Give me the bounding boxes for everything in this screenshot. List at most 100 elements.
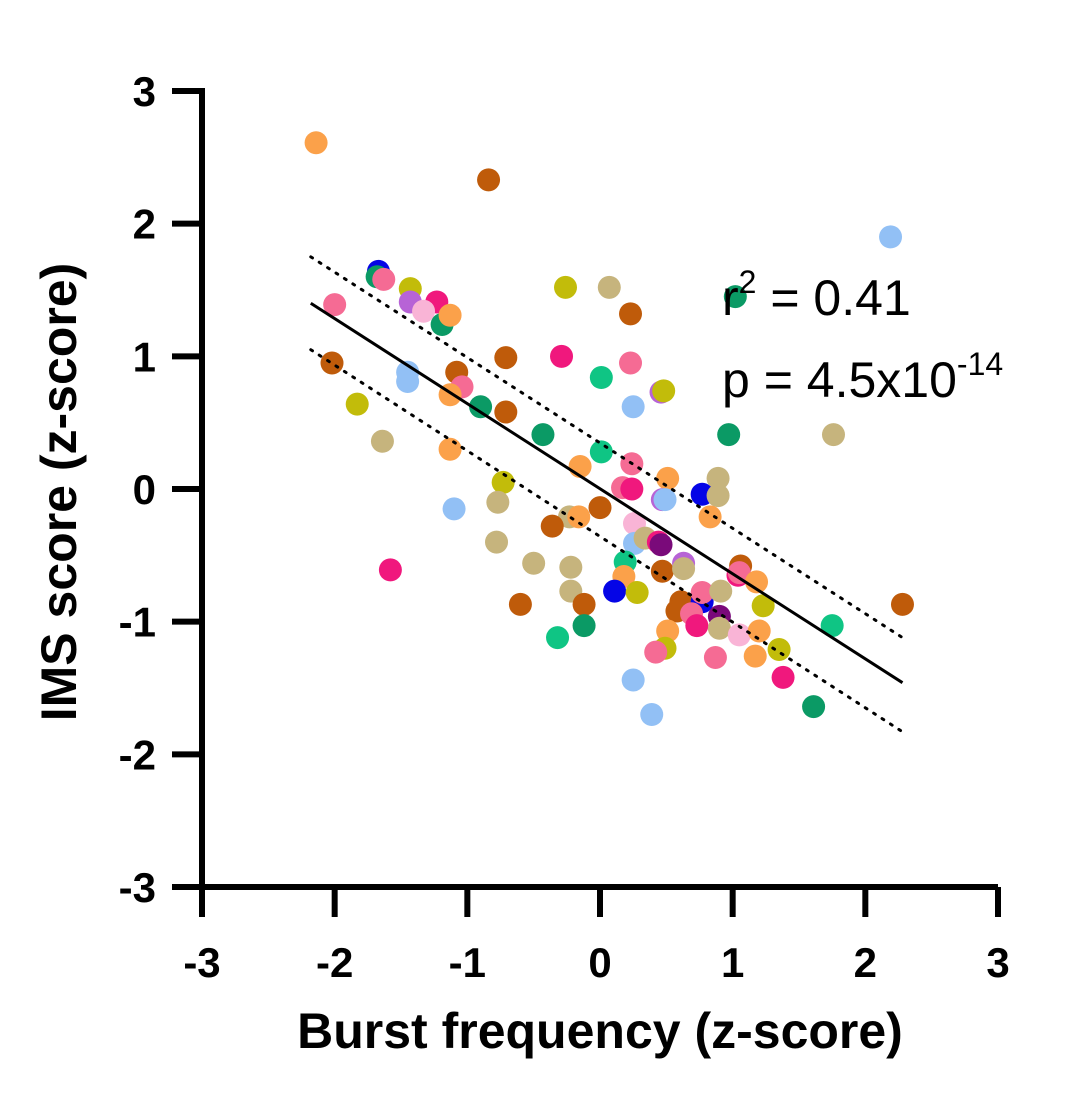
data-point: [619, 351, 643, 375]
data-point: [820, 614, 844, 638]
ci-lower-line: [309, 348, 904, 734]
data-point: [747, 619, 771, 643]
data-point: [672, 557, 696, 581]
data-point: [320, 351, 344, 375]
data-point: [494, 400, 518, 424]
data-point: [438, 437, 462, 461]
data-point: [706, 466, 730, 490]
p-exponent: -14: [957, 346, 1003, 382]
data-point: [370, 429, 394, 453]
x-tick-label: 1: [721, 939, 744, 986]
data-point: [771, 665, 795, 689]
x-tick-label: -1: [449, 939, 486, 986]
data-point: [649, 533, 673, 557]
data-point: [653, 488, 677, 512]
axis-ticks: -3 -2 -1 0 1 2 3 3 2 1 0 -1 -2 -3: [119, 68, 1010, 986]
data-point: [767, 638, 791, 662]
data-point: [522, 551, 546, 575]
data-point: [531, 423, 555, 447]
data-point: [706, 484, 730, 508]
data-point: [717, 423, 741, 447]
y-tick-label: 0: [133, 466, 156, 513]
data-point: [751, 594, 775, 618]
data-point: [656, 619, 680, 643]
data-point: [621, 395, 645, 419]
data-point: [540, 514, 564, 538]
y-tick-label: 2: [133, 201, 156, 248]
data-point: [743, 644, 767, 668]
data-point: [304, 131, 328, 155]
y-tick-label: -1: [119, 599, 156, 646]
data-point: [685, 614, 709, 638]
data-point: [486, 490, 510, 514]
regression-line: [309, 302, 904, 684]
data-point: [890, 592, 914, 616]
data-point: [378, 558, 402, 582]
data-point: [656, 466, 680, 490]
data-point: [619, 302, 643, 326]
data-point: [727, 623, 751, 647]
data-point: [559, 555, 583, 579]
data-point: [345, 392, 369, 416]
data-point: [477, 168, 501, 192]
data-point: [603, 579, 627, 603]
data-point: [652, 379, 676, 403]
y-tick-label: 1: [133, 333, 156, 380]
x-tick-label: 2: [854, 939, 877, 986]
data-point: [644, 640, 668, 664]
data-point: [709, 579, 733, 603]
data-point: [703, 645, 727, 669]
data-point: [589, 440, 613, 464]
x-tick-label: -2: [316, 939, 353, 986]
x-tick-label: 0: [588, 939, 611, 986]
x-axis-title: Burst frequency (z-score): [297, 1003, 903, 1059]
data-point: [567, 505, 591, 529]
data-point: [698, 505, 722, 529]
data-point: [572, 614, 596, 638]
data-point: [438, 303, 462, 327]
data-point: [802, 695, 826, 719]
data-point: [491, 470, 515, 494]
data-point: [589, 366, 613, 390]
r2-prefix: r: [722, 270, 739, 326]
data-point: [554, 275, 578, 299]
data-point: [650, 559, 674, 583]
data-point: [620, 477, 644, 501]
data-point: [621, 668, 645, 692]
data-point: [508, 592, 532, 616]
data-point: [546, 626, 570, 650]
data-point: [572, 592, 596, 616]
data-point: [597, 275, 621, 299]
data-point: [485, 530, 509, 554]
data-point: [372, 267, 396, 291]
p-prefix: p = 4.5x10: [722, 352, 957, 408]
data-point: [727, 561, 751, 585]
data-point: [412, 299, 436, 323]
data-point: [442, 497, 466, 521]
data-point: [745, 570, 769, 594]
y-tick-label: -3: [119, 864, 156, 911]
data-point: [625, 580, 649, 604]
data-point: [550, 344, 574, 368]
data-point: [494, 346, 518, 370]
ci-upper-line: [309, 255, 904, 640]
data-point: [821, 423, 845, 447]
r-squared-annotation: r2 = 0.41: [722, 264, 911, 326]
x-tick-label: 3: [986, 939, 1009, 986]
r2-superscript: 2: [739, 264, 757, 300]
data-point: [640, 703, 664, 727]
y-tick-label: 3: [133, 68, 156, 115]
data-point: [323, 293, 347, 317]
data-point: [723, 285, 747, 309]
data-point: [469, 395, 493, 419]
x-tick-label: -3: [183, 939, 220, 986]
data-point: [588, 496, 612, 520]
y-tick-label: -2: [119, 731, 156, 778]
y-axis-title: IMS score (z-score): [31, 263, 87, 721]
data-point: [707, 616, 731, 640]
data-point: [396, 370, 420, 394]
data-point: [879, 225, 903, 249]
regression-lines: [309, 255, 904, 734]
p-value-annotation: p = 4.5x10-14: [722, 346, 1003, 408]
